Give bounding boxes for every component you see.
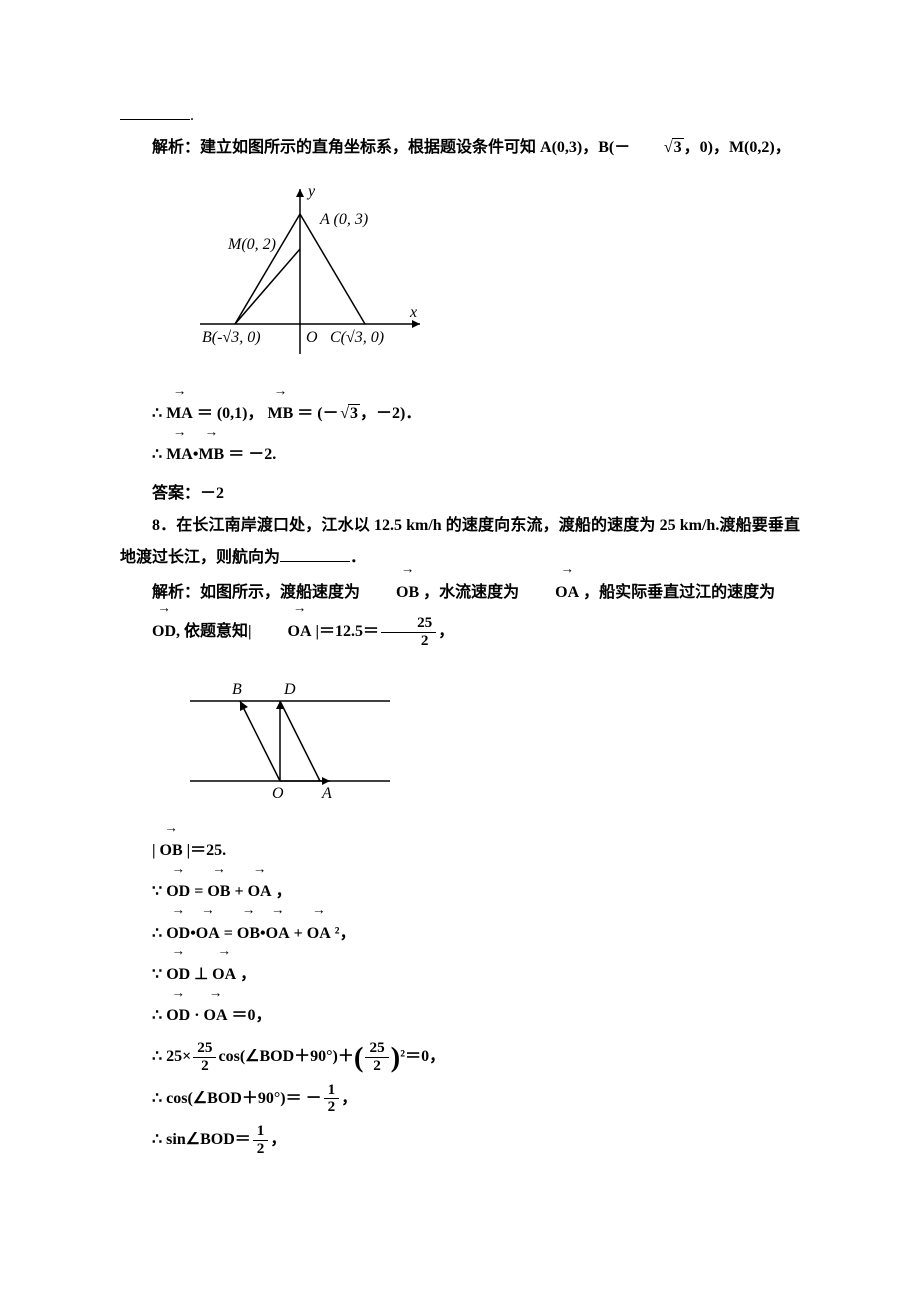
vector-MB: MB	[268, 396, 294, 431]
fraction: 252	[193, 1040, 216, 1074]
p8-l8: ∴ sin∠BOD＝12，	[120, 1122, 800, 1158]
svg-text:y: y	[306, 183, 316, 200]
p8-question: 8．在长江南岸渡口处，江水以 12.5 km/h 的速度向东流，渡船的速度为 2…	[120, 510, 800, 574]
p7-line2: ∴ MA•MB ＝ －2.	[120, 437, 800, 472]
fraction: 12	[324, 1082, 340, 1116]
fill-blank	[120, 103, 190, 120]
fraction: 12	[253, 1123, 269, 1157]
p7-answer: 答案：－2	[120, 478, 800, 510]
p8-l6: ∴ 25×252cos(∠BOD＋90°)＋(252)²＝0，	[120, 1039, 800, 1075]
right-paren-icon: )	[391, 1041, 401, 1073]
fraction: 252	[365, 1040, 388, 1074]
vector-OA: OA	[204, 998, 228, 1033]
p8-diagram: B D O A	[180, 676, 800, 818]
answer-value: －2	[200, 485, 224, 502]
vector-OA: OA	[266, 916, 290, 951]
analysis-label: 解析：	[152, 139, 200, 156]
vector-OA: OA	[523, 574, 579, 612]
river-diagram-svg: B D O A	[180, 676, 400, 806]
page: . 解析：建立如图所示的直角坐标系，根据题设条件可知 A(0,3)，B(－√3，…	[0, 0, 920, 1302]
vector-OB: OB	[237, 916, 260, 951]
svg-text:D: D	[283, 681, 296, 698]
svg-text:x: x	[409, 304, 417, 321]
p7-diagram: y x A (0, 3) M(0, 2) B(-√3, 0) O C(√3, 0…	[180, 174, 800, 386]
q-text1: 在长江南岸渡口处，江水以 12.5 km/h 的速度向东流，渡船的速度为 25 …	[120, 517, 800, 566]
vector-OD: OD	[166, 998, 190, 1033]
p8-l5: ∴ OD · OA ＝0，	[120, 998, 800, 1033]
vector-MB: MB	[198, 437, 224, 472]
answer-label: 答案：	[152, 485, 200, 502]
analysis-label: 解析：	[152, 584, 200, 601]
sqrt-icon: √3	[339, 396, 360, 431]
svg-text:O: O	[272, 785, 284, 802]
svg-text:M(0, 2): M(0, 2)	[227, 236, 276, 253]
coord-diagram-svg: y x A (0, 3) M(0, 2) B(-√3, 0) O C(√3, 0…	[180, 174, 440, 374]
vector-OA: OA	[256, 613, 312, 651]
p8-l7: ∴ cos(∠BOD＋90°)＝ －12，	[120, 1081, 800, 1117]
vector-MA: MA	[166, 437, 193, 472]
p7-analysis-intro: 建立如图所示的直角坐标系，根据题设条件可知 A(0,3)，B(－	[200, 139, 630, 156]
left-paren-icon: (	[354, 1041, 364, 1073]
fraction: 252	[381, 615, 436, 649]
svg-text:C(√3, 0): C(√3, 0)	[330, 329, 384, 346]
vector-OD: OD	[120, 613, 176, 651]
question-number: 8．	[152, 517, 176, 534]
svg-text:B(-√3, 0): B(-√3, 0)	[202, 329, 261, 346]
p7-analysis: 解析：建立如图所示的直角坐标系，根据题设条件可知 A(0,3)，B(－√3，0)…	[120, 132, 800, 164]
vector-OB: OB	[364, 574, 419, 612]
p8-l2: ∵ OD = OB + OA ，	[120, 874, 800, 909]
svg-text:A: A	[321, 785, 332, 802]
vector-OA: OA	[307, 916, 331, 951]
fill-blank	[280, 545, 350, 562]
svg-text:O: O	[306, 329, 318, 346]
p7-analysis-intro-tail: ，0)，M(0,2)，	[684, 139, 791, 156]
p7-blank-line: .	[120, 100, 800, 132]
svg-text:A (0, 3): A (0, 3)	[319, 211, 368, 228]
sqrt-icon: √3	[630, 132, 683, 164]
svg-text:B: B	[232, 681, 242, 698]
p8-analysis: 解析：如图所示，渡船速度为 OB ，水流速度为 OA ，船实际垂直过江的速度为 …	[120, 574, 800, 651]
